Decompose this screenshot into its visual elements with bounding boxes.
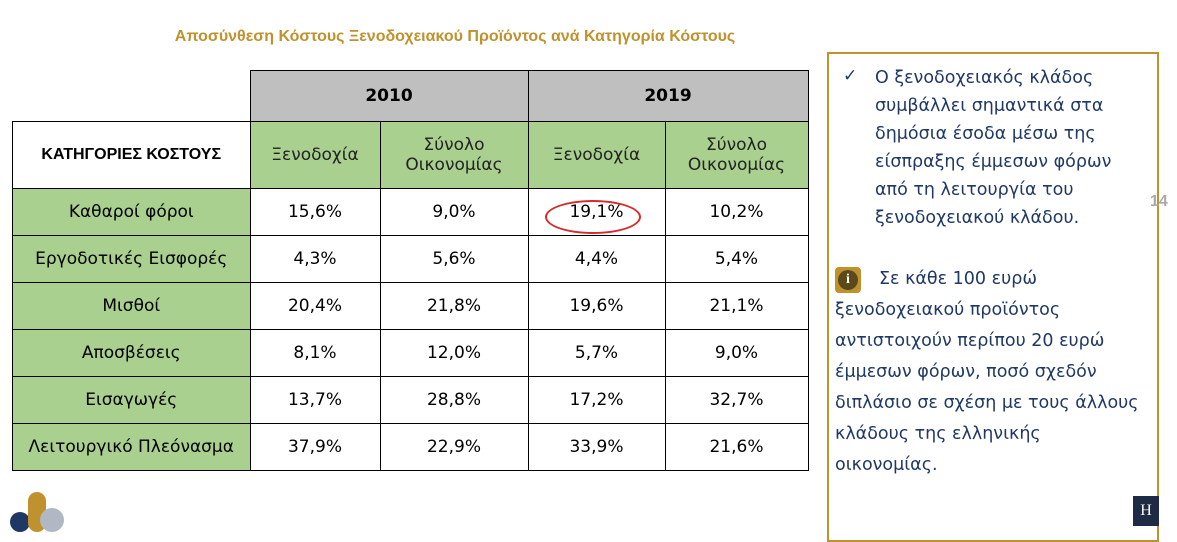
cell-value: 17,2%: [527, 376, 666, 424]
cell-value: 15,6%: [249, 188, 381, 236]
cell-value: 19,6%: [527, 282, 666, 330]
year-header: 2010: [249, 70, 529, 122]
table-row: Καθαροί φόροι 15,6% 9,0% 19,1% 10,2%: [12, 188, 809, 236]
table-row: Εισαγωγές 13,7% 28,8% 17,2% 32,7%: [12, 376, 809, 424]
cost-table: 2010 2019 ΚΑΤΗΓΟΡΙΕΣ ΚΟΣΤΟΥΣ Ξενοδοχία Σ…: [12, 70, 809, 471]
cell-value: 9,0%: [664, 329, 809, 377]
cell-value: 9,0%: [379, 188, 529, 236]
logo-circle: [10, 512, 30, 532]
logo: H: [1133, 496, 1159, 526]
title: Αποσύνθεση Κόστους Ξενοδοχειακού Προϊόντ…: [174, 28, 736, 45]
cell-value: 21,1%: [664, 282, 809, 330]
subheader: Σύνολο Οικονομίας: [379, 121, 529, 189]
cell-value: 37,9%: [249, 423, 381, 471]
cell-value: 21,8%: [379, 282, 529, 330]
cell-value: 12,0%: [379, 329, 529, 377]
bullet-text: Ο ξενοδοχειακός κλάδος συμβάλλει σημαντι…: [875, 68, 1112, 228]
cell-value: 4,3%: [249, 235, 381, 283]
subheader: Σύνολο Οικονομίας: [664, 121, 809, 189]
row-label: Αποσβέσεις: [12, 329, 251, 377]
year-header: 2019: [527, 70, 809, 122]
category-header: ΚΑΤΗΓΟΡΙΕΣ ΚΟΣΤΟΥΣ: [12, 121, 251, 189]
empty-cell: [12, 70, 251, 122]
cell-value: 5,7%: [527, 329, 666, 377]
row-label: Καθαροί φόροι: [12, 188, 251, 236]
cell-value: 4,4%: [527, 235, 666, 283]
cell-value: 8,1%: [249, 329, 381, 377]
info-icon: i: [835, 267, 861, 293]
row-label: Εργοδοτικές Εισφορές: [12, 235, 251, 283]
cell-value: 20,4%: [249, 282, 381, 330]
highlight-ellipse: [545, 200, 641, 234]
cell-value: 21,6%: [664, 423, 809, 471]
check-icon: ✓: [843, 66, 858, 86]
cell-value: 33,9%: [527, 423, 666, 471]
table-row: Αποσβέσεις 8,1% 12,0% 5,7% 9,0%: [12, 329, 809, 377]
subheader: Ξενοδοχία: [249, 121, 381, 189]
cell-value: 28,8%: [379, 376, 529, 424]
table-row: Λειτουργικό Πλεόνασμα 37,9% 22,9% 33,9% 21,6…: [12, 423, 809, 471]
table-row: Εργοδοτικές Εισφορές 4,3% 5,6% 4,4% 5,4%: [12, 235, 809, 283]
row-label: Λειτουργικό Πλεόνασμα: [12, 423, 251, 471]
table-row: Μισθοί 20,4% 21,8% 19,6% 21,1%: [12, 282, 809, 330]
row-label: Μισθοί: [12, 282, 251, 330]
row-label: Εισαγωγές: [12, 376, 251, 424]
cell-value: 10,2%: [664, 188, 809, 236]
brand-logo: [10, 492, 64, 532]
cell-value: 5,4%: [664, 235, 809, 283]
cell-value: 32,7%: [664, 376, 809, 424]
cell-value: 5,6%: [379, 235, 529, 283]
note-text: Σε κάθε 100 ευρώ ξενοδοχειακού προϊόντος…: [835, 269, 1139, 475]
page-number: 14: [1150, 193, 1168, 210]
cell-value: 13,7%: [249, 376, 381, 424]
logo-circle: [40, 508, 64, 532]
subheader: Ξενοδοχία: [527, 121, 666, 189]
sidebar: ✓ Ο ξενοδοχειακός κλάδος συμβάλλει σημαν…: [827, 52, 1159, 542]
cell-value: 22,9%: [379, 423, 529, 471]
